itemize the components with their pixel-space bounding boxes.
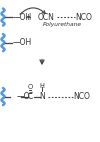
Text: N: N xyxy=(39,92,45,101)
Text: —OH: —OH xyxy=(13,38,32,47)
FancyArrowPatch shape xyxy=(20,8,45,14)
Text: —OH: —OH xyxy=(13,12,32,22)
Text: +: + xyxy=(25,12,31,22)
Text: NCO: NCO xyxy=(75,12,92,22)
Text: Polyurethane: Polyurethane xyxy=(42,22,82,27)
Text: OCN: OCN xyxy=(38,12,55,22)
Text: H: H xyxy=(40,83,44,89)
Text: C: C xyxy=(27,92,33,101)
Text: O: O xyxy=(27,84,33,90)
Text: —O: —O xyxy=(17,92,30,101)
Text: NCO: NCO xyxy=(73,92,90,101)
